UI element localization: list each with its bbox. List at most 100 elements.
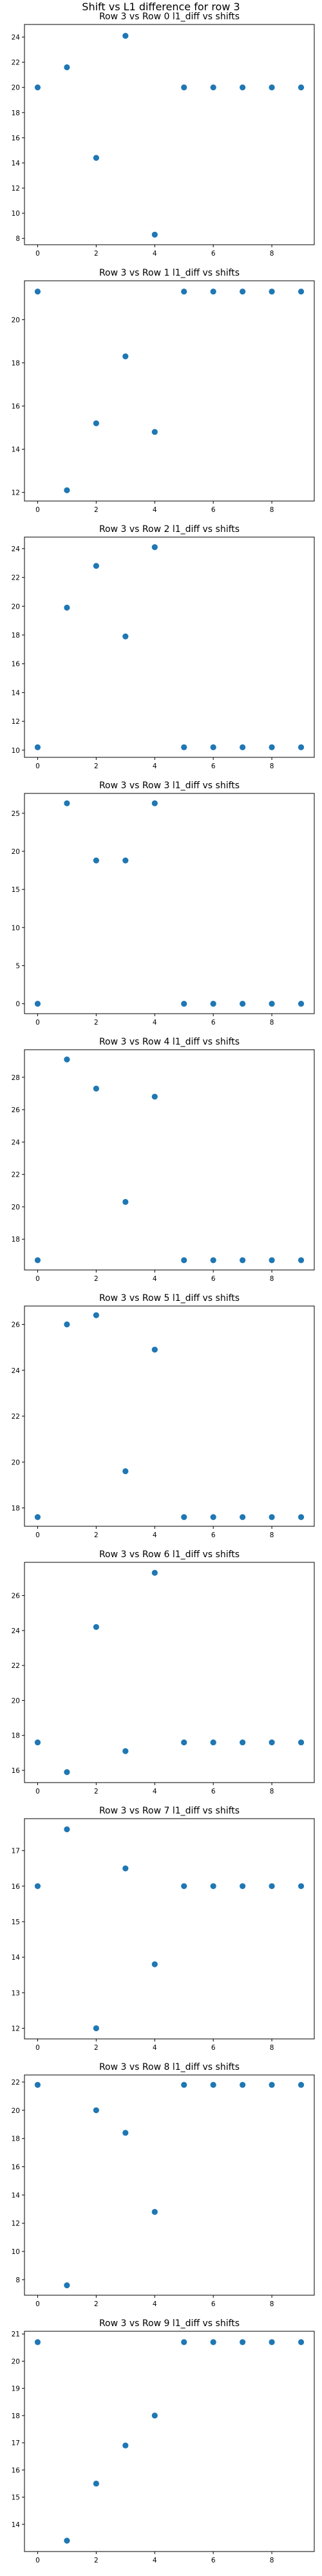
scatter-point (269, 2081, 275, 2088)
scatter-point (181, 289, 187, 295)
scatter-point (34, 1883, 41, 1889)
y-tick-label: 22 (12, 2079, 20, 2087)
y-tick-label: 18 (12, 1505, 20, 1513)
scatter-point (34, 84, 41, 91)
y-tick-label: 22 (12, 1413, 20, 1421)
y-tick-label: 16 (12, 661, 21, 668)
y-tick-label: 22 (12, 59, 20, 67)
scatter-point (151, 544, 158, 551)
scatter-point (64, 604, 70, 611)
scatter-point (151, 2412, 158, 2419)
x-tick-label: 8 (270, 1531, 274, 1539)
axes-frame (24, 2331, 315, 2552)
y-tick-label: 12 (12, 489, 20, 497)
x-tick-label: 2 (94, 1275, 99, 1283)
scatter-point (122, 1468, 129, 1475)
y-tick-label: 20 (12, 1204, 20, 1211)
scatter-point (64, 2537, 70, 2544)
y-tick-label: 26 (12, 1593, 21, 1600)
x-tick-label: 8 (270, 250, 274, 258)
x-tick-label: 8 (270, 762, 274, 770)
y-tick-label: 22 (12, 1662, 20, 1670)
scatter-point (210, 1739, 216, 1746)
scatter-point (122, 353, 129, 359)
scatter-point (240, 1257, 246, 1264)
y-tick-label: 18 (12, 109, 20, 117)
y-tick-label: 20 (12, 2358, 20, 2365)
scatter-point (298, 1883, 305, 1889)
scatter-point (181, 2339, 187, 2345)
subplot-title: Row 3 vs Row 5 l1_diff vs shifts (99, 1293, 240, 1303)
scatter-point (269, 744, 275, 750)
scatter-point (64, 800, 70, 806)
x-tick-label: 8 (270, 2300, 274, 2308)
scatter-point (269, 1514, 275, 1520)
y-tick-label: 20 (12, 316, 20, 324)
y-tick-label: 8 (15, 2277, 20, 2284)
scatter-point (298, 84, 305, 91)
scatter-point (34, 744, 41, 750)
scatter-point (269, 1739, 275, 1746)
x-tick-label: 6 (211, 506, 216, 514)
scatter-point (64, 1769, 70, 1776)
scatter-point (210, 84, 216, 91)
y-tick-label: 12 (12, 2220, 20, 2228)
y-tick-label: 26 (12, 1321, 21, 1329)
y-tick-label: 17 (12, 1848, 20, 1855)
y-tick-label: 18 (12, 632, 20, 639)
axes-frame (24, 536, 315, 758)
scatter-point (240, 84, 246, 91)
scatter-point (210, 1514, 216, 1520)
scatter-point (181, 1883, 187, 1889)
scatter-point (34, 1257, 41, 1264)
scatter-point (93, 420, 99, 426)
scatter-point (122, 2442, 129, 2448)
x-tick-label: 4 (153, 2044, 157, 2052)
scatter-point (240, 289, 246, 295)
x-tick-label: 2 (94, 762, 99, 770)
scatter-point (64, 64, 70, 71)
x-tick-label: 6 (211, 2044, 216, 2052)
x-tick-label: 8 (270, 2557, 274, 2564)
x-tick-label: 2 (94, 1019, 99, 1027)
y-tick-label: 5 (15, 962, 20, 970)
axes-frame (24, 280, 315, 502)
y-tick-label: 28 (12, 1074, 20, 1082)
scatter-point (122, 1198, 129, 1205)
scatter-point (210, 1001, 216, 1007)
scatter-point (151, 800, 158, 806)
scatter-point (240, 1514, 246, 1520)
scatter-point (269, 1001, 275, 1007)
axes-frame (24, 24, 315, 245)
scatter-point (181, 2081, 187, 2088)
scatter-point (122, 1748, 129, 1754)
y-tick-label: 22 (12, 574, 20, 582)
scatter-point (34, 2339, 41, 2345)
axes-frame (24, 1049, 315, 1271)
scatter-point (34, 289, 41, 295)
scatter-point (210, 289, 216, 295)
y-tick-label: 15 (12, 1918, 20, 1926)
x-tick-label: 0 (35, 762, 40, 770)
y-tick-label: 20 (12, 848, 20, 856)
scatter-point (298, 1514, 305, 1520)
x-tick-label: 4 (153, 1788, 157, 1795)
scatter-point (34, 1739, 41, 1746)
y-tick-label: 10 (12, 924, 20, 932)
scatter-point (269, 289, 275, 295)
scatter-point (64, 1826, 70, 1833)
x-tick-label: 8 (270, 1275, 274, 1283)
x-tick-label: 8 (270, 2044, 274, 2052)
scatter-point (240, 1001, 246, 1007)
x-tick-label: 4 (153, 1019, 157, 1027)
axes-frame (24, 1305, 315, 1527)
y-tick-label: 24 (12, 1627, 21, 1635)
scatter-point (122, 857, 129, 864)
y-tick-label: 16 (12, 402, 21, 410)
x-tick-label: 2 (94, 250, 99, 258)
x-tick-label: 0 (35, 1019, 40, 1027)
subplot-title: Row 3 vs Row 7 l1_diff vs shifts (99, 1806, 240, 1816)
scatter-point (64, 1056, 70, 1063)
scatter-point (210, 2339, 216, 2345)
